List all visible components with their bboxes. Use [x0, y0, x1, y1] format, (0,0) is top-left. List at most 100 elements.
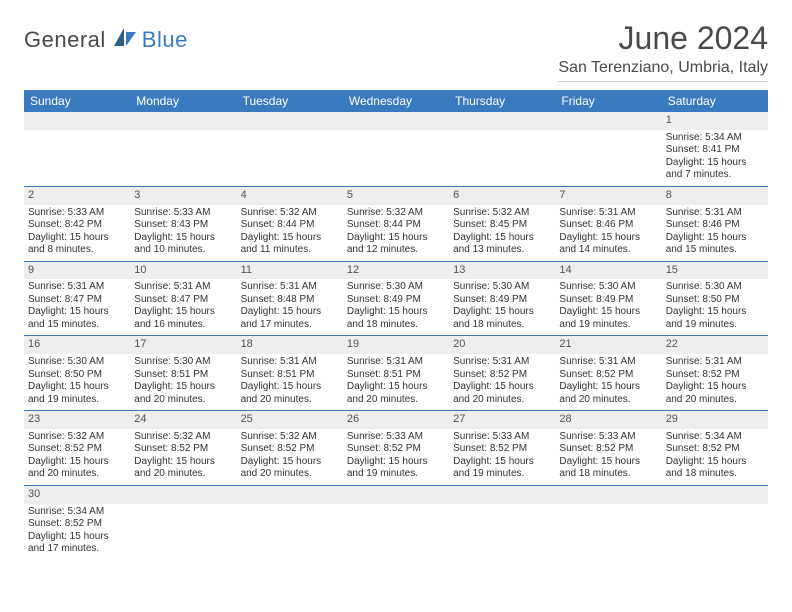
weekday-header-cell: Monday [130, 90, 236, 112]
day-number: 10 [130, 262, 236, 280]
calendar-day-cell: 18Sunrise: 5:31 AMSunset: 8:51 PMDayligh… [237, 336, 343, 410]
day-info-line: and 20 minutes. [28, 468, 126, 481]
day-info-line: Sunset: 8:42 PM [28, 219, 126, 232]
day-info-line: Sunrise: 5:30 AM [347, 281, 445, 294]
day-info-line: and 20 minutes. [241, 468, 339, 481]
day-info-line: Sunset: 8:52 PM [347, 443, 445, 456]
day-info-line: and 19 minutes. [453, 468, 551, 481]
calendar-day-cell: 4Sunrise: 5:32 AMSunset: 8:44 PMDaylight… [237, 187, 343, 261]
weekday-header-cell: Sunday [24, 90, 130, 112]
calendar-week-row: 1Sunrise: 5:34 AMSunset: 8:41 PMDaylight… [24, 112, 768, 187]
calendar-day-cell: 20Sunrise: 5:31 AMSunset: 8:52 PMDayligh… [449, 336, 555, 410]
calendar-day-cell: 26Sunrise: 5:33 AMSunset: 8:52 PMDayligh… [343, 411, 449, 485]
day-number [237, 486, 343, 504]
day-info-line: and 20 minutes. [134, 468, 232, 481]
calendar-day-cell: 24Sunrise: 5:32 AMSunset: 8:52 PMDayligh… [130, 411, 236, 485]
day-info-line: and 7 minutes. [666, 169, 764, 182]
calendar-day-cell: 27Sunrise: 5:33 AMSunset: 8:52 PMDayligh… [449, 411, 555, 485]
day-info-line: Sunset: 8:49 PM [347, 294, 445, 307]
day-info-line: and 19 minutes. [28, 394, 126, 407]
day-number: 18 [237, 336, 343, 354]
weekday-header-cell: Saturday [662, 90, 768, 112]
day-number: 7 [555, 187, 661, 205]
day-info-line: Sunset: 8:46 PM [666, 219, 764, 232]
day-info-line: Sunrise: 5:31 AM [559, 207, 657, 220]
day-info-line: Daylight: 15 hours [559, 456, 657, 469]
day-info-line: Sunrise: 5:30 AM [28, 356, 126, 369]
day-number: 15 [662, 262, 768, 280]
logo-sail-icon [112, 26, 138, 53]
day-info-line: and 12 minutes. [347, 244, 445, 257]
day-info-line: Sunrise: 5:30 AM [453, 281, 551, 294]
day-number: 14 [555, 262, 661, 280]
day-info-line: Daylight: 15 hours [559, 381, 657, 394]
day-info-line: Sunrise: 5:31 AM [559, 356, 657, 369]
day-info-line: Daylight: 15 hours [453, 306, 551, 319]
calendar-day-cell: 22Sunrise: 5:31 AMSunset: 8:52 PMDayligh… [662, 336, 768, 410]
day-info-line: Daylight: 15 hours [28, 531, 126, 544]
day-info-line: Sunset: 8:52 PM [559, 443, 657, 456]
day-info-line: Daylight: 15 hours [347, 306, 445, 319]
day-info-line: Daylight: 15 hours [28, 381, 126, 394]
day-info-line: Sunset: 8:49 PM [453, 294, 551, 307]
day-info-line: Daylight: 15 hours [28, 232, 126, 245]
calendar-day-cell: 13Sunrise: 5:30 AMSunset: 8:49 PMDayligh… [449, 262, 555, 336]
day-info-line: Daylight: 15 hours [559, 306, 657, 319]
day-info-line: Sunrise: 5:33 AM [453, 431, 551, 444]
calendar-day-cell: 10Sunrise: 5:31 AMSunset: 8:47 PMDayligh… [130, 262, 236, 336]
day-number: 21 [555, 336, 661, 354]
day-info-line: Sunrise: 5:32 AM [347, 207, 445, 220]
day-info-line: Sunset: 8:52 PM [666, 443, 764, 456]
day-info-line: Sunset: 8:48 PM [241, 294, 339, 307]
day-info-line: Sunrise: 5:31 AM [666, 207, 764, 220]
day-info-line: and 14 minutes. [559, 244, 657, 257]
day-info-line: Sunset: 8:52 PM [453, 369, 551, 382]
title-block: June 2024 San Terenziano, Umbria, Italy [558, 20, 768, 82]
day-info-line: and 18 minutes. [453, 319, 551, 332]
calendar-day-cell [343, 112, 449, 186]
day-info-line: Sunrise: 5:33 AM [134, 207, 232, 220]
day-info-line: Sunset: 8:51 PM [347, 369, 445, 382]
day-number: 5 [343, 187, 449, 205]
day-info-line: Sunset: 8:45 PM [453, 219, 551, 232]
logo-text-general: General [24, 27, 106, 53]
day-info-line: Daylight: 15 hours [666, 306, 764, 319]
day-info-line: Sunrise: 5:31 AM [347, 356, 445, 369]
day-info-line: Daylight: 15 hours [241, 306, 339, 319]
day-number [662, 486, 768, 504]
day-info-line: Sunrise: 5:32 AM [28, 431, 126, 444]
day-info-line: Sunrise: 5:31 AM [453, 356, 551, 369]
day-number [555, 486, 661, 504]
weekday-header-cell: Tuesday [237, 90, 343, 112]
day-info-line: and 15 minutes. [666, 244, 764, 257]
day-info-line: Sunrise: 5:34 AM [666, 431, 764, 444]
calendar-day-cell: 30Sunrise: 5:34 AMSunset: 8:52 PMDayligh… [24, 486, 130, 560]
day-number: 24 [130, 411, 236, 429]
day-info-line: Sunset: 8:44 PM [347, 219, 445, 232]
day-number: 30 [24, 486, 130, 504]
day-info-line: and 15 minutes. [28, 319, 126, 332]
day-info-line: Sunset: 8:41 PM [666, 144, 764, 157]
logo: General Blue [24, 26, 188, 53]
logo-text-blue: Blue [142, 27, 188, 53]
day-info-line: Sunset: 8:52 PM [559, 369, 657, 382]
day-number [343, 112, 449, 130]
calendar-day-cell: 3Sunrise: 5:33 AMSunset: 8:43 PMDaylight… [130, 187, 236, 261]
calendar-day-cell: 14Sunrise: 5:30 AMSunset: 8:49 PMDayligh… [555, 262, 661, 336]
day-info-line: Sunrise: 5:32 AM [241, 207, 339, 220]
day-number: 25 [237, 411, 343, 429]
day-info-line: and 19 minutes. [559, 319, 657, 332]
calendar-day-cell: 29Sunrise: 5:34 AMSunset: 8:52 PMDayligh… [662, 411, 768, 485]
location-subtitle: San Terenziano, Umbria, Italy [558, 59, 768, 82]
day-info-line: Sunset: 8:49 PM [559, 294, 657, 307]
day-info-line: Sunset: 8:50 PM [666, 294, 764, 307]
day-info-line: Daylight: 15 hours [241, 232, 339, 245]
day-info-line: Sunrise: 5:31 AM [134, 281, 232, 294]
calendar-day-cell [449, 486, 555, 560]
calendar-weekday-header: SundayMondayTuesdayWednesdayThursdayFrid… [24, 90, 768, 112]
day-number [343, 486, 449, 504]
day-info-line: and 20 minutes. [347, 394, 445, 407]
day-number: 22 [662, 336, 768, 354]
calendar-day-cell [343, 486, 449, 560]
calendar-day-cell: 17Sunrise: 5:30 AMSunset: 8:51 PMDayligh… [130, 336, 236, 410]
